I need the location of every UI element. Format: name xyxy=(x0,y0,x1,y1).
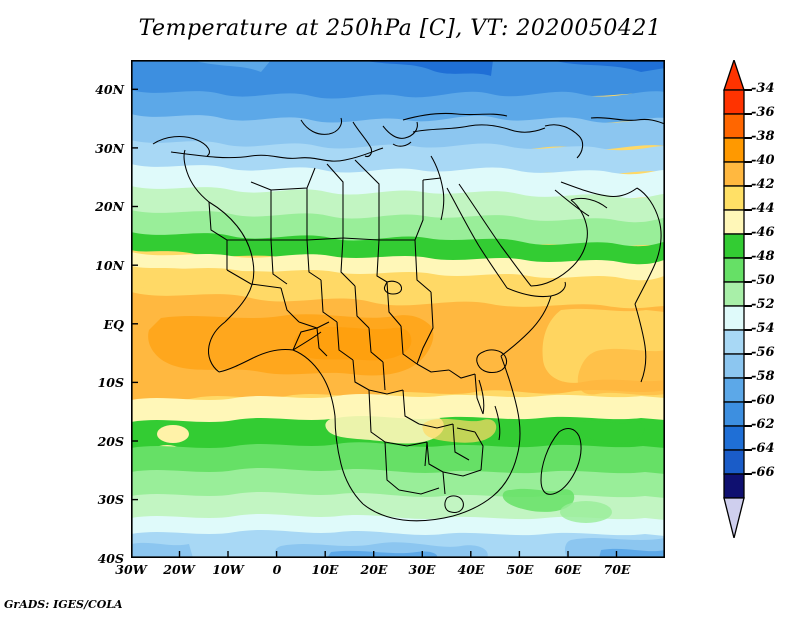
colorbar-tick xyxy=(744,377,752,379)
colorbar-tick xyxy=(744,449,752,451)
x-tick-label: 50E xyxy=(506,562,534,577)
colorbar-label: -52 xyxy=(751,297,775,312)
x-tick-label: 20E xyxy=(360,562,388,577)
colorbar-label: -38 xyxy=(751,129,775,144)
colorbar-tick xyxy=(744,281,752,283)
colorbar-label: -48 xyxy=(751,249,775,264)
colorbar-label: -54 xyxy=(751,321,775,336)
colorbar-tick xyxy=(744,473,752,475)
y-tick-label: 40S xyxy=(97,551,124,566)
x-axis-ticks xyxy=(131,551,618,558)
colorbar-label: -64 xyxy=(751,441,775,456)
contour-fill-group xyxy=(131,60,665,558)
credit-text: GrADS: IGES/COLA xyxy=(4,598,123,611)
map-plot-area xyxy=(131,60,665,558)
x-tick-label: 60E xyxy=(554,562,582,577)
colorbar-label: -36 xyxy=(751,105,775,120)
page-title: Temperature at 250hPa [C], VT: 202005042… xyxy=(138,16,662,41)
colorbar-tick xyxy=(744,305,752,307)
colorbar-tick xyxy=(744,329,752,331)
x-tick-label: 10W xyxy=(212,562,244,577)
x-tick-label: 0 xyxy=(272,562,282,577)
x-tick-label: 30W xyxy=(115,562,147,577)
colorbar-label: -62 xyxy=(751,417,775,432)
colorbar-band-group xyxy=(723,57,745,539)
colorbar-swatches xyxy=(723,57,745,539)
x-tick-label: 40E xyxy=(457,562,485,577)
colorbar-tick xyxy=(744,161,752,163)
colorbar-top-arrow xyxy=(723,57,745,91)
colorbar xyxy=(723,57,745,539)
y-tick-label: 10N xyxy=(95,258,124,273)
y-axis-ticks xyxy=(131,88,138,558)
colorbar-tick xyxy=(744,209,752,211)
colorbar-bottom-arrow xyxy=(723,497,745,539)
colorbar-tick xyxy=(744,185,752,187)
colorbar-tick xyxy=(744,89,752,91)
colorbar-tick xyxy=(744,233,752,235)
map-frame xyxy=(131,60,665,558)
y-tick-label: 20N xyxy=(95,199,124,214)
colorbar-label: -42 xyxy=(751,177,775,192)
coastline-and-borders xyxy=(152,112,665,522)
colorbar-label: -46 xyxy=(751,225,775,240)
colorbar-label: -44 xyxy=(751,201,775,216)
colorbar-label: -34 xyxy=(751,81,775,96)
y-tick-label: EQ xyxy=(103,317,124,332)
colorbar-label: -40 xyxy=(751,153,775,168)
x-tick-label: 10E xyxy=(311,562,339,577)
y-tick-label: 30S xyxy=(97,492,124,507)
colorbar-label: -58 xyxy=(751,369,775,384)
x-tick-label: 20W xyxy=(163,562,195,577)
colorbar-tick xyxy=(744,425,752,427)
y-tick-label: 40N xyxy=(95,82,124,97)
x-tick-label: 30E xyxy=(408,562,436,577)
colorbar-label: -60 xyxy=(751,393,775,408)
colorbar-label: -66 xyxy=(751,465,775,480)
colorbar-label: -50 xyxy=(751,273,775,288)
colorbar-tick xyxy=(744,113,752,115)
colorbar-tick xyxy=(744,401,752,403)
y-tick-label: 30N xyxy=(95,141,124,156)
y-tick-label: 10S xyxy=(97,375,124,390)
x-tick-label: 70E xyxy=(603,562,631,577)
colorbar-tick xyxy=(744,353,752,355)
y-tick-label: 20S xyxy=(97,434,124,449)
colorbar-tick xyxy=(744,137,752,139)
colorbar-tick xyxy=(744,257,752,259)
colorbar-label: -56 xyxy=(751,345,775,360)
temperature-contour-map xyxy=(131,60,665,558)
